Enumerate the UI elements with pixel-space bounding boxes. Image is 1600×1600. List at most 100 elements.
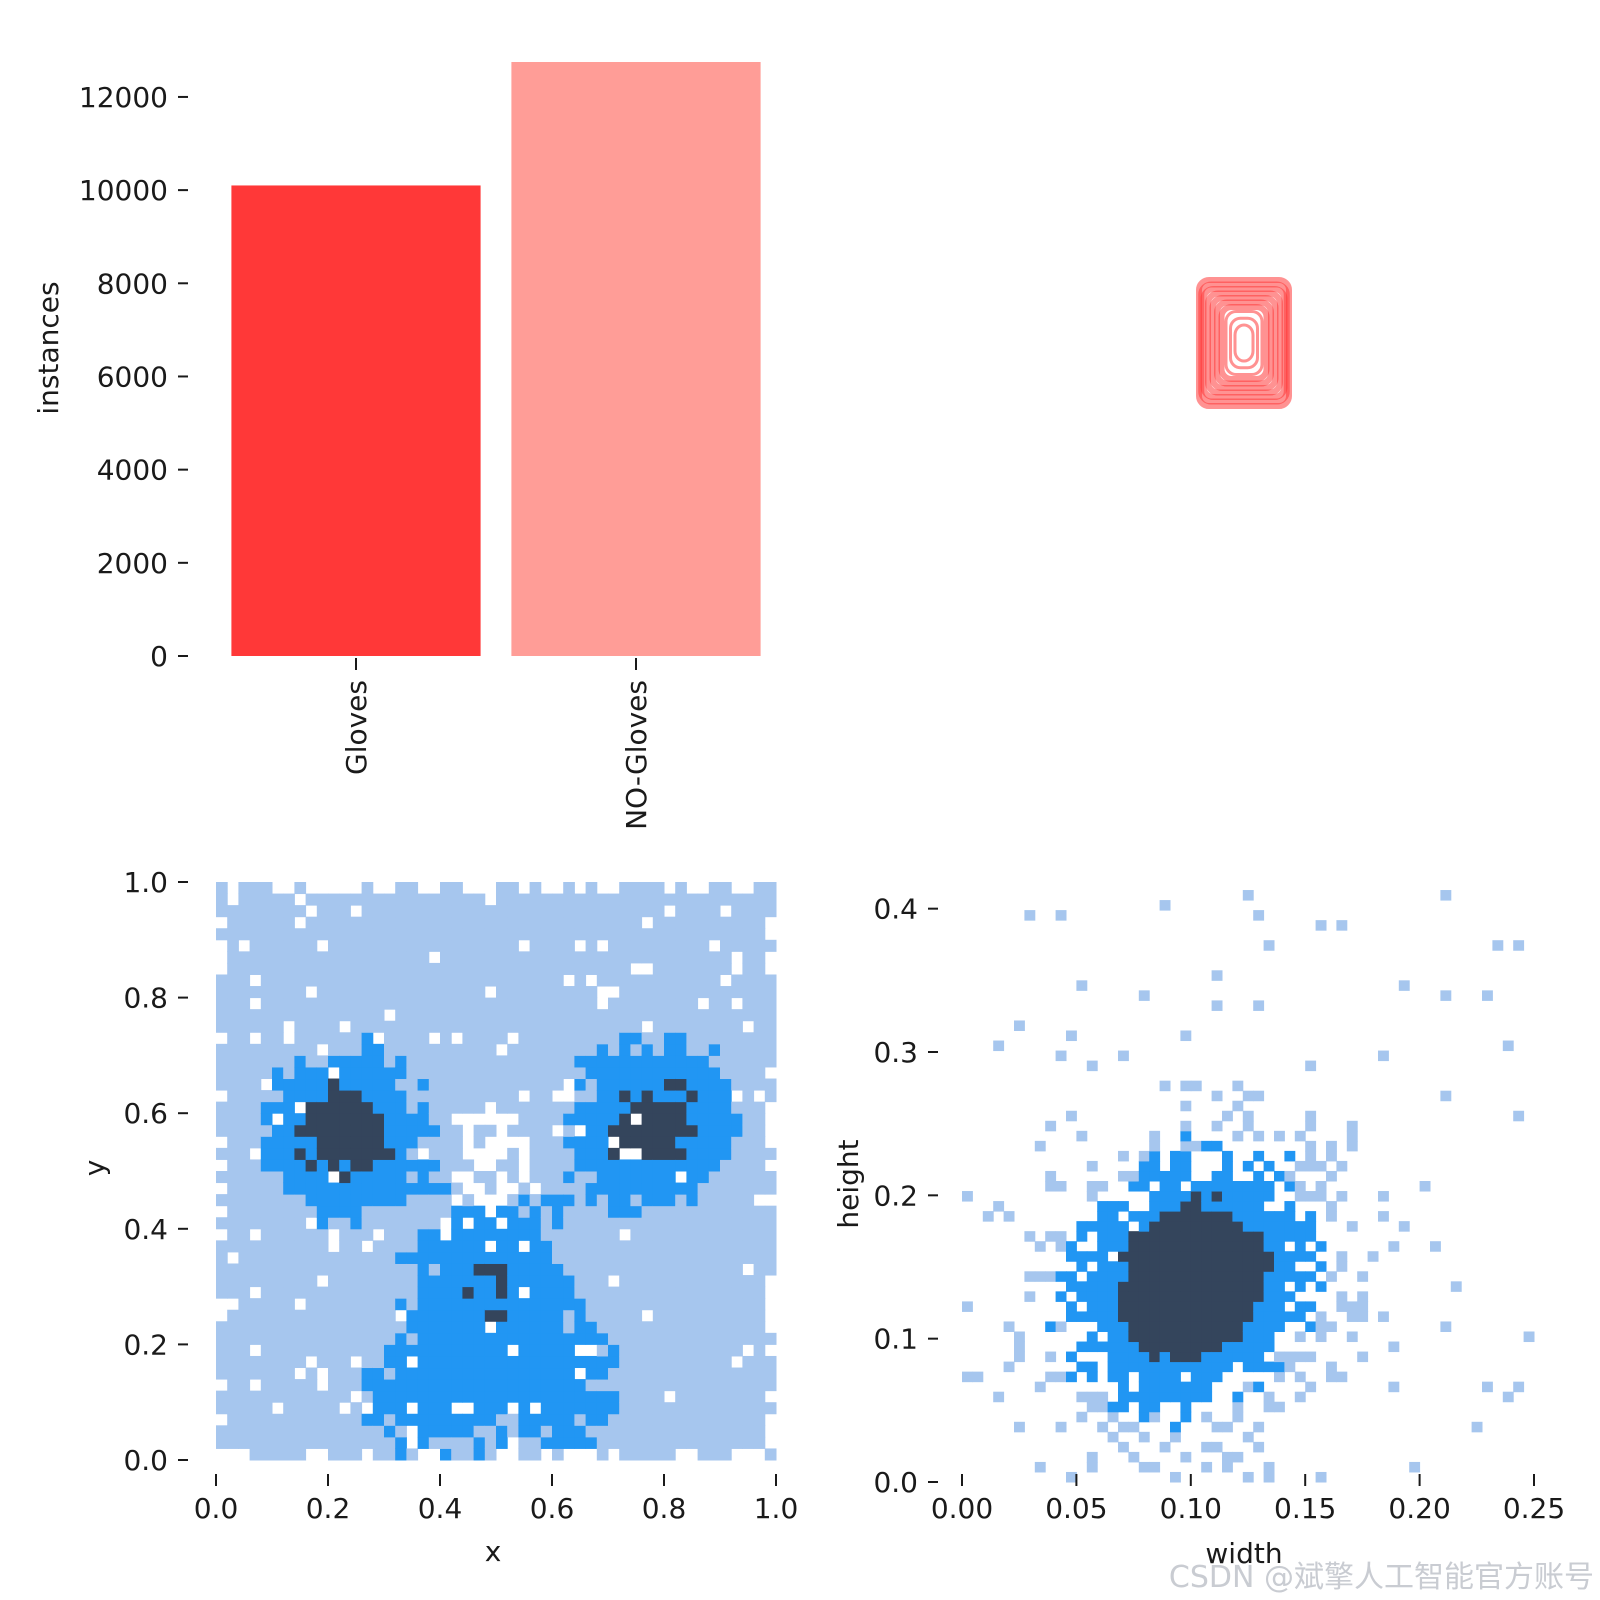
xy-heatmap-cell	[361, 1413, 374, 1426]
xy-heatmap-cell	[764, 1448, 777, 1461]
xy-heatmap-cell	[574, 1379, 587, 1392]
xy-heatmap-cell	[608, 1182, 620, 1195]
xy-heatmap-cell	[563, 1263, 575, 1276]
xy-heatmap-cell	[585, 1043, 598, 1056]
xy-heatmap-cell	[260, 939, 273, 952]
xy-heatmap-cell	[428, 962, 441, 975]
xy-heatmap-cell	[496, 1251, 508, 1264]
xy-heatmap-cell	[697, 1066, 710, 1080]
xy-heatmap-cell	[372, 962, 385, 975]
xy-heatmap-cell	[384, 1275, 396, 1288]
wh-heatmap-cell	[1107, 1281, 1119, 1292]
wh-heatmap-cell	[1211, 1271, 1223, 1282]
wh-heatmap-cell	[1066, 1471, 1077, 1483]
xy-heatmap-cell	[417, 1402, 430, 1415]
wh-heatmap-cell	[1294, 1251, 1306, 1262]
wh-heatmap-cell	[1149, 1351, 1161, 1363]
xy-heatmap-cell	[484, 1448, 497, 1461]
xy-heatmap-cell	[753, 1355, 766, 1369]
xy-heatmap-cell	[540, 1402, 553, 1415]
xy-heatmap-cell	[328, 1321, 340, 1334]
xy-heatmap-cell	[552, 1263, 564, 1276]
wh-heatmap-cell	[1180, 1170, 1192, 1182]
xy-heatmap-cell	[563, 986, 575, 999]
xy-heatmap-cell	[440, 1136, 452, 1149]
xy-heatmap-cell	[585, 1402, 598, 1415]
xy-heatmap-cell	[272, 997, 284, 1010]
wh-heatmap-cell	[1211, 1120, 1223, 1132]
xy-heatmap-cell	[339, 1205, 351, 1218]
xy-heatmap-cell	[428, 1101, 441, 1114]
xy-heatmap-cell	[753, 1321, 766, 1334]
box-shape-outline	[1214, 299, 1274, 387]
xy-heatmap-cell	[529, 1078, 542, 1091]
xy-heatmap-cell	[764, 1263, 777, 1276]
xy-heatmap-cell	[249, 1217, 262, 1230]
xy-heatmap-cell	[272, 1194, 284, 1207]
xy-heatmap-cell	[260, 1194, 273, 1207]
xy-heatmap-cell	[675, 1390, 687, 1403]
xy-heatmap-cell	[630, 1425, 643, 1438]
xy-heatmap-cell	[395, 951, 407, 964]
xy-heatmap-cell	[753, 1425, 766, 1438]
wh-heatmap-cell	[1232, 1080, 1244, 1092]
xy-heatmap-cell	[641, 882, 654, 895]
xy-heatmap-cell	[731, 1298, 743, 1311]
xy-heatmap-cell	[294, 1055, 307, 1068]
xy-heatmap-cell	[440, 1298, 452, 1311]
wh-heatmap-cell	[1294, 1181, 1306, 1192]
xy-heatmap-cell	[462, 905, 475, 918]
xy-heatmap-cell	[552, 962, 564, 975]
xy-heatmap-cell	[753, 1332, 766, 1345]
xy-heatmap-cell	[708, 1159, 721, 1172]
xy-heatmap-cell	[619, 1205, 631, 1218]
xy-heatmap-cell	[440, 1251, 452, 1264]
xy-heatmap-cell	[619, 1124, 631, 1137]
wh-heatmap-cell	[1242, 1351, 1254, 1363]
xy-heatmap-cell	[496, 1332, 508, 1345]
xy-heatmap-cell	[395, 974, 407, 987]
xy-heatmap-cell	[720, 1020, 732, 1033]
xy-heatmap-cell	[608, 893, 620, 906]
xy-heatmap-cell	[720, 1298, 732, 1311]
xy-heatmap-cell	[518, 1055, 531, 1068]
xy-heatmap-cell	[686, 905, 699, 918]
xy-heatmap-cell	[406, 1217, 419, 1230]
xy-heatmap-cell	[260, 1321, 273, 1334]
xy-heatmap-cell	[563, 1032, 575, 1045]
wh-heatmap-cell	[1159, 1201, 1171, 1212]
xy-heatmap-cell	[641, 1043, 654, 1056]
xy-heatmap-cell	[540, 905, 553, 918]
xy-heatmap-cell	[283, 1182, 295, 1195]
bar-gloves	[231, 185, 481, 657]
xy-heatmap-cell	[249, 1321, 262, 1334]
xy-heatmap-cell	[350, 1055, 363, 1068]
box-shapes-panel	[1196, 277, 1292, 409]
wh-heatmap-cell	[1180, 1271, 1192, 1282]
wh-heatmap-cell	[1190, 1311, 1202, 1322]
xy-heatmap-cell	[742, 1228, 755, 1241]
xy-heatmap-cell	[216, 1101, 228, 1114]
xy-heatmap-cell	[641, 1101, 654, 1114]
xy-heatmap-cell	[652, 928, 665, 941]
wh-heatmap-cell	[1086, 1451, 1098, 1463]
xy-heatmap-cell	[316, 1159, 329, 1172]
xy-heatmap-cell	[686, 1413, 699, 1426]
xy-heatmap-cell	[451, 1425, 463, 1438]
xy-heatmap-cell	[417, 1275, 430, 1288]
xy-heatmap-cell	[384, 1217, 396, 1230]
xy-heatmap-cell	[742, 1043, 755, 1056]
xy-heatmap-cell	[652, 1159, 665, 1172]
wh-heatmap-cell	[1128, 1361, 1140, 1373]
xy-y-tick-label: 0.8	[123, 982, 168, 1015]
xy-heatmap-cell	[664, 1263, 676, 1276]
xy-heatmap-cell	[585, 1390, 598, 1403]
xy-heatmap-cell	[372, 1263, 385, 1276]
xy-heatmap-cell	[596, 1390, 609, 1403]
xy-heatmap-cell	[585, 997, 598, 1010]
wh-x-tick-label: 0.25	[1503, 1492, 1565, 1525]
wh-heatmap-cell	[1201, 1281, 1213, 1292]
xy-heatmap-cell	[227, 928, 239, 941]
xy-heatmap-cell	[294, 1321, 307, 1334]
xy-heatmap-cell	[496, 1344, 508, 1357]
